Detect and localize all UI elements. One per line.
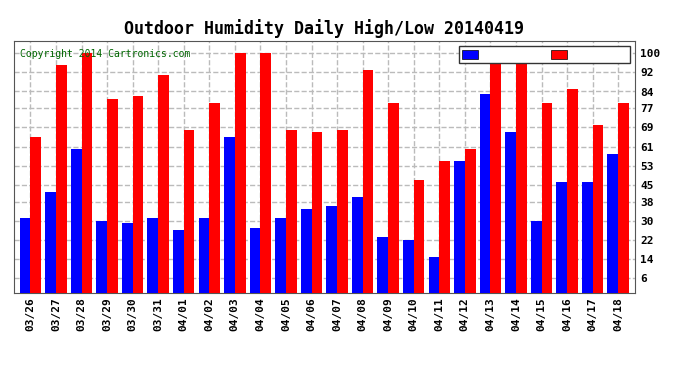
Bar bbox=[71, 149, 81, 292]
Bar bbox=[377, 237, 388, 292]
Bar bbox=[465, 149, 475, 292]
Bar bbox=[531, 221, 542, 292]
Bar bbox=[542, 104, 552, 292]
Bar bbox=[148, 218, 158, 292]
Bar bbox=[505, 132, 516, 292]
Bar bbox=[199, 218, 209, 292]
Bar bbox=[132, 96, 144, 292]
Bar bbox=[363, 70, 373, 292]
Bar bbox=[122, 223, 132, 292]
Bar bbox=[107, 99, 118, 292]
Bar bbox=[173, 230, 184, 292]
Bar bbox=[593, 125, 603, 292]
Bar bbox=[618, 104, 629, 292]
Bar bbox=[260, 53, 271, 292]
Bar bbox=[388, 104, 399, 292]
Bar bbox=[224, 137, 235, 292]
Bar bbox=[30, 137, 41, 292]
Bar bbox=[209, 104, 220, 292]
Bar bbox=[491, 53, 501, 292]
Bar bbox=[326, 206, 337, 292]
Bar bbox=[516, 53, 526, 292]
Bar bbox=[301, 209, 311, 292]
Bar bbox=[20, 218, 30, 292]
Bar bbox=[567, 89, 578, 292]
Text: Copyright 2014 Cartronics.com: Copyright 2014 Cartronics.com bbox=[20, 49, 190, 59]
Bar bbox=[414, 180, 424, 292]
Bar bbox=[81, 53, 92, 292]
Title: Outdoor Humidity Daily High/Low 20140419: Outdoor Humidity Daily High/Low 20140419 bbox=[124, 20, 524, 38]
Bar bbox=[158, 75, 169, 292]
Bar bbox=[607, 154, 618, 292]
Bar bbox=[582, 182, 593, 292]
Bar bbox=[556, 182, 567, 292]
Bar bbox=[440, 161, 450, 292]
Bar bbox=[56, 65, 67, 292]
Bar bbox=[403, 240, 414, 292]
Bar bbox=[275, 218, 286, 292]
Bar bbox=[337, 130, 348, 292]
Bar bbox=[454, 161, 465, 292]
Bar bbox=[184, 130, 195, 292]
Bar bbox=[235, 53, 246, 292]
Bar bbox=[480, 94, 491, 292]
Bar bbox=[428, 256, 440, 292]
Bar bbox=[352, 197, 363, 292]
Bar bbox=[250, 228, 260, 292]
Bar bbox=[97, 221, 107, 292]
Bar bbox=[46, 192, 56, 292]
Bar bbox=[311, 132, 322, 292]
Legend: Low  (%), High  (%): Low (%), High (%) bbox=[459, 46, 629, 63]
Bar bbox=[286, 130, 297, 292]
